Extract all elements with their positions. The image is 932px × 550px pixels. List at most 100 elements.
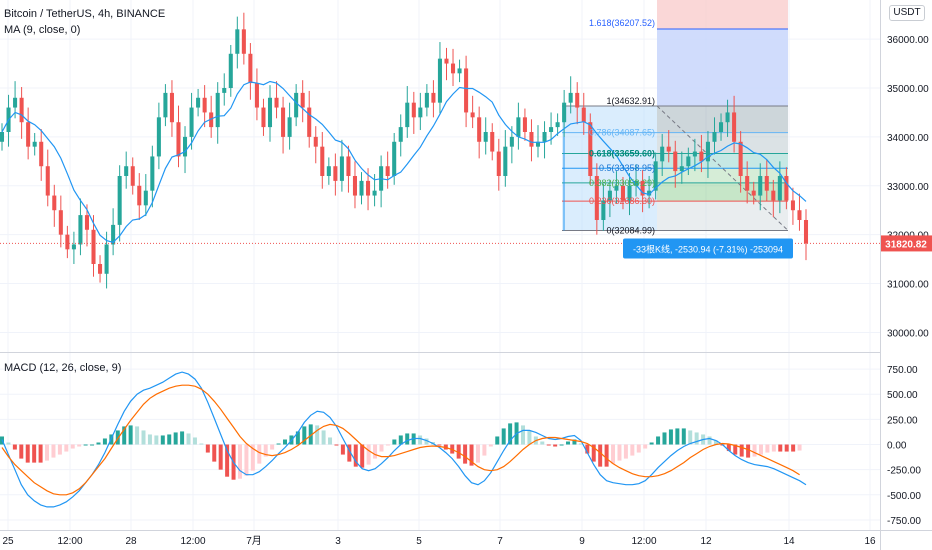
macd-histogram-bar	[180, 431, 185, 445]
candle-body	[267, 97, 273, 128]
macd-histogram-bar	[12, 444, 17, 450]
macd-histogram-bar	[167, 434, 172, 445]
macd-histogram-bar	[488, 444, 493, 447]
ma-indicator-label[interactable]: MA (9, close, 0)	[4, 24, 81, 36]
candle-body	[372, 190, 377, 196]
fib-ret-zone	[657, 168, 788, 183]
candle-body	[647, 190, 652, 196]
candle-body	[104, 244, 109, 274]
fib-ret-label: 0.382(33058.29)	[589, 178, 655, 188]
macd-histogram-bar	[784, 444, 789, 452]
macd-histogram-bar	[64, 444, 69, 452]
candle-body	[78, 215, 83, 245]
candle-body	[71, 244, 76, 250]
macd-histogram-bar	[51, 444, 56, 458]
fib-ret-label: 0.618(33659.60)	[589, 149, 655, 159]
macd-histogram-bar	[257, 444, 262, 464]
ma-series-line	[1, 80, 807, 243]
macd-histogram-bar	[360, 444, 365, 468]
macd-histogram-bar	[283, 439, 288, 445]
candle-body	[307, 107, 312, 137]
candle-body	[784, 176, 789, 201]
ma-line	[0, 80, 880, 244]
candle-body	[594, 176, 599, 220]
candle-body	[738, 141, 743, 176]
last-price-tag	[881, 235, 932, 252]
candle-body	[169, 92, 174, 123]
macd-histogram-bar	[192, 437, 197, 445]
candle-body	[163, 92, 168, 118]
time-tick-label: 5	[416, 536, 422, 547]
candle-body	[352, 176, 358, 196]
macd-histogram-bar	[475, 444, 480, 463]
candle-body	[549, 127, 554, 132]
macd-histogram-bar	[630, 444, 635, 456]
macd-indicator-label[interactable]: MACD (12, 26, close, 9)	[4, 362, 122, 374]
macd-histogram-bar	[295, 431, 300, 445]
macd-histogram-bar	[463, 444, 468, 464]
macd-histogram-bar	[379, 444, 384, 452]
candle-body	[431, 92, 436, 103]
macd-histogram-bar	[791, 444, 796, 452]
macd-histogram-bar	[205, 444, 210, 453]
candle-body	[601, 200, 606, 220]
measure-tooltip-box	[623, 238, 793, 259]
candle-body	[13, 97, 18, 108]
macd-histogram-bar	[347, 444, 352, 462]
candle-body	[202, 97, 207, 113]
macd-histogram-bar	[302, 426, 307, 445]
candle-body	[607, 190, 612, 201]
macd-histogram-bar	[726, 444, 731, 452]
candle-body	[32, 141, 37, 147]
time-tick-label: 9	[579, 536, 585, 547]
candle-body	[555, 122, 560, 128]
candle-body	[712, 132, 717, 142]
candle-body	[52, 195, 57, 211]
candle-body	[522, 117, 527, 132]
macd-histogram-bar	[437, 444, 442, 446]
macd-histogram-bar	[385, 444, 390, 446]
candle-body	[385, 166, 390, 176]
macd-histogram-bar	[263, 444, 268, 457]
axes: 30000.0031000.0032000.0033000.0034000.00…	[2, 35, 932, 547]
macd-histogram-bar	[643, 444, 648, 449]
macd-histogram-bar	[32, 444, 37, 463]
candle-body	[588, 122, 593, 176]
macd-histogram-bar	[604, 444, 609, 467]
macd-histogram-bar	[154, 435, 159, 445]
candle-body	[464, 68, 469, 113]
macd-histogram-bar	[6, 442, 11, 445]
candle-body	[182, 136, 188, 157]
candle-body	[346, 156, 351, 176]
candle-body	[542, 132, 547, 142]
macd-histogram-bar	[45, 444, 50, 461]
macd-histogram-bar	[353, 444, 358, 467]
macd-histogram-bar	[212, 444, 217, 462]
macd-histogram-bar	[115, 430, 120, 445]
macd-histogram-bar	[424, 438, 429, 445]
candle-body	[313, 136, 318, 147]
candle-body	[679, 166, 684, 172]
currency-button[interactable]: USDT	[889, 5, 925, 21]
candle-body	[732, 112, 737, 142]
fib-ret-zone	[657, 132, 788, 154]
macd-histogram-bar	[501, 428, 506, 445]
macd-histogram-bar	[315, 425, 320, 445]
candle-body	[418, 107, 423, 118]
macd-histogram-bar	[218, 444, 223, 470]
macd-histogram-bar	[649, 442, 654, 445]
candle-body	[457, 68, 462, 74]
macd-histogram-bar	[70, 444, 75, 449]
candle-body	[326, 166, 331, 176]
macd-histogram-bar	[160, 435, 165, 445]
macd-histogram-bar	[334, 444, 339, 446]
candle-body	[686, 156, 691, 167]
macd-histogram-bar	[713, 440, 718, 445]
candle-body	[65, 234, 70, 250]
drawing-labels: 1.618(36207.52) 1(34632.91) 0.786(34087.65…	[589, 18, 793, 259]
time-tick-label: 28	[125, 536, 137, 547]
macd-tick-label: -500.00	[887, 491, 921, 502]
macd-tick-label: 0.00	[887, 441, 907, 452]
